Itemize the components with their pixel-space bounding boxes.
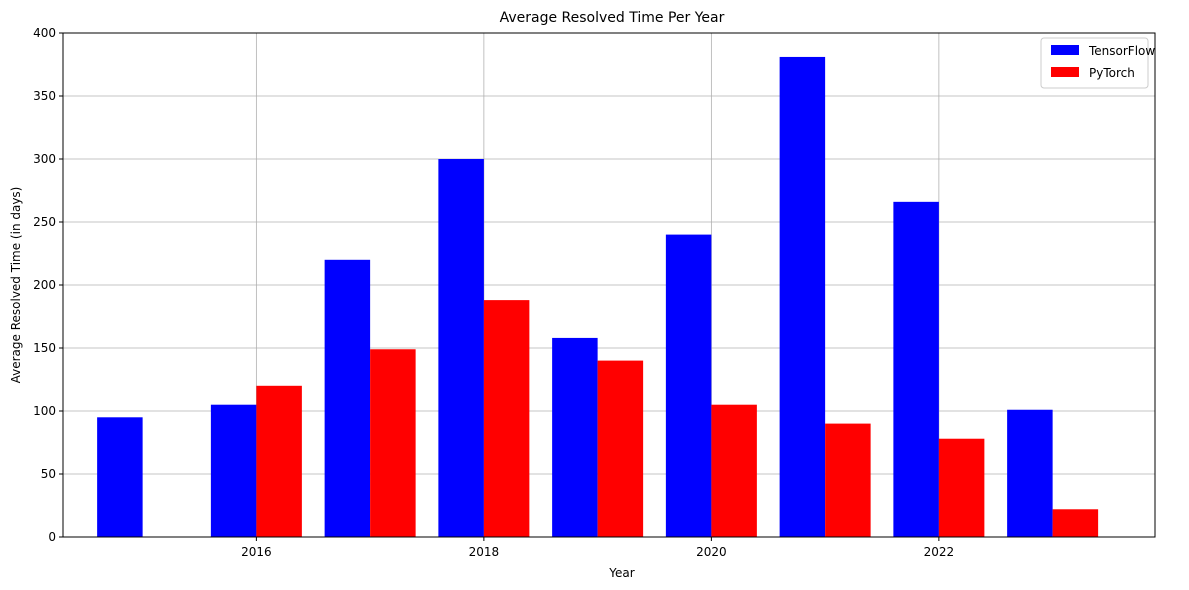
y-tick-label: 350 [33,89,56,103]
y-ticks: 0 50 100 150 200 250 300 350 400 [33,26,63,544]
x-tick-label: 2020 [696,545,727,559]
bar-pytorch-2022 [938,438,985,537]
bar-pytorch-2016 [256,385,302,537]
legend-swatch-tensorflow [1051,45,1079,55]
y-tick-label: 200 [33,278,56,292]
y-tick-label: 100 [33,404,56,418]
bar-tensorflow-2020 [665,234,712,537]
y-tick-label: 400 [33,26,56,40]
chart-title: Average Resolved Time Per Year [500,10,725,26]
bar-pytorch-2018 [483,300,530,537]
bar-tensorflow-2021 [779,56,826,537]
bar-tensorflow-2015 [97,417,143,537]
x-tick-label: 2018 [469,545,500,559]
bar-pytorch-2019 [597,360,644,537]
bars [97,56,1099,537]
bar-tensorflow-2018 [438,159,484,537]
legend-swatch-pytorch [1051,67,1079,77]
x-axis-label: Year [608,566,634,580]
bar-tensorflow-2017 [324,259,371,537]
x-ticks: 2016 2018 2020 2022 [241,537,954,559]
bar-pytorch-2023 [1052,509,1099,537]
legend-label-pytorch: PyTorch [1089,66,1135,80]
bar-tensorflow-2016 [210,404,257,537]
bar-pytorch-2021 [825,423,871,537]
y-tick-label: 0 [48,530,56,544]
bar-pytorch-2017 [370,349,416,537]
y-tick-label: 150 [33,341,56,355]
bar-tensorflow-2022 [893,201,939,537]
y-axis-label: Average Resolved Time (in days) [9,187,23,384]
bar-tensorflow-2019 [552,337,598,537]
bar-pytorch-2020 [711,404,757,537]
x-tick-label: 2022 [924,545,955,559]
y-tick-label: 250 [33,215,56,229]
y-tick-label: 50 [41,467,56,481]
y-tick-label: 300 [33,152,56,166]
bar-tensorflow-2023 [1007,409,1053,537]
x-tick-label: 2016 [241,545,272,559]
legend: TensorFlow PyTorch [1040,37,1155,89]
legend-label-tensorflow: TensorFlow [1088,44,1155,58]
